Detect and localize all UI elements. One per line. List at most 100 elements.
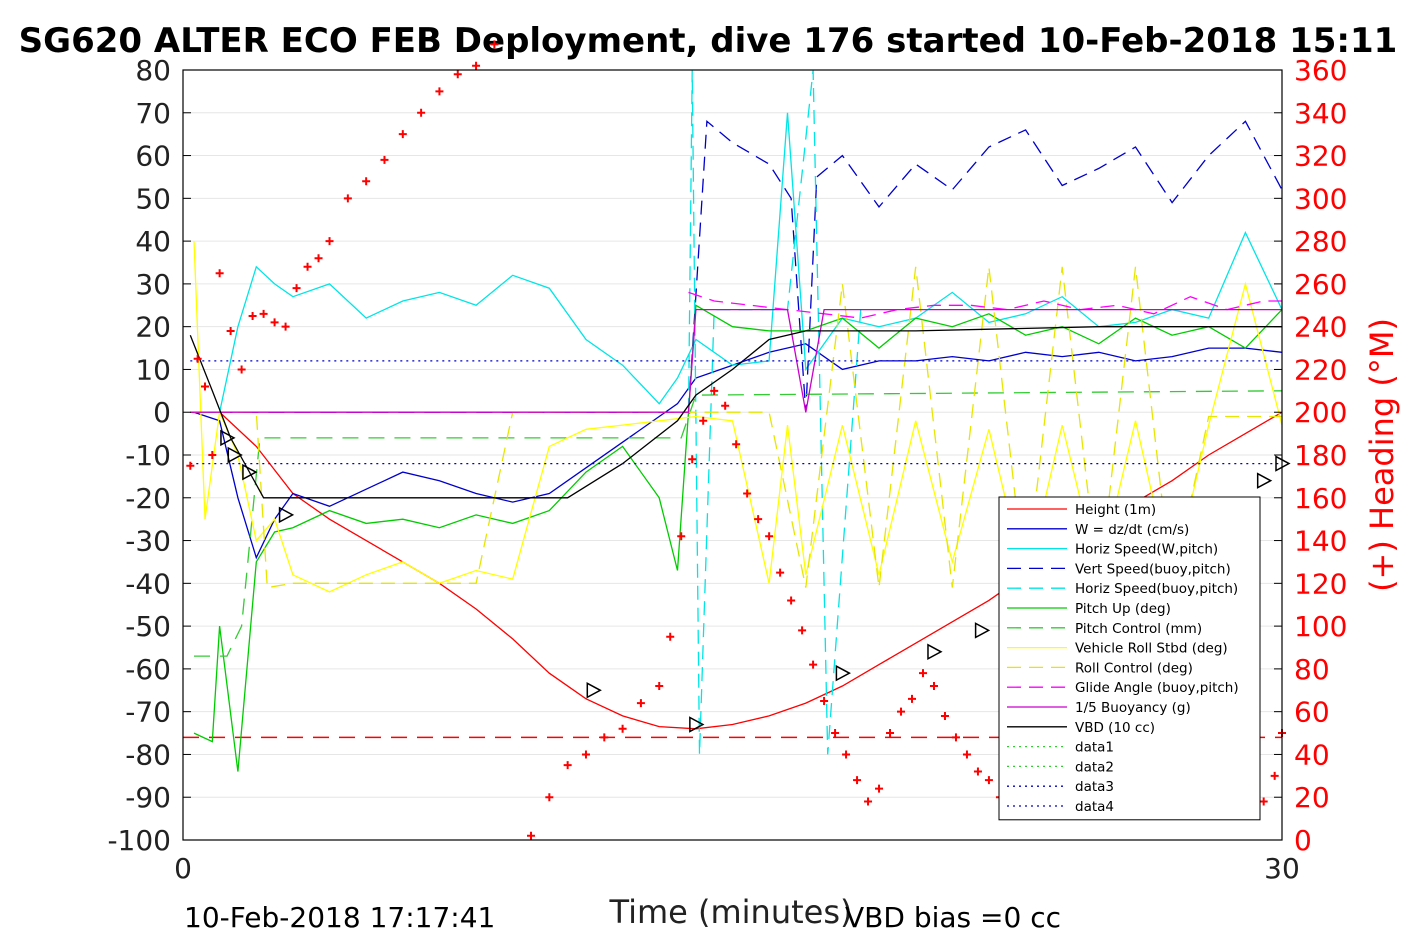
series-line [190, 308, 1282, 413]
x-tick-label: 30 [1264, 852, 1300, 885]
legend-label: W = dz/dt (cm/s) [1075, 522, 1189, 538]
heading-point [636, 699, 645, 708]
y-tick-label: 70 [135, 97, 171, 130]
heading-point [754, 515, 763, 524]
y2-axis-label: (+) Heading (°M) [1363, 318, 1401, 592]
triangle-marker [220, 429, 236, 447]
heading-point [398, 130, 407, 139]
heading-point [193, 354, 202, 363]
heading-point [490, 40, 499, 49]
y2-axis-ticks: 3603403203002802602402202001801601401201… [1274, 54, 1347, 857]
heading-point [677, 532, 686, 541]
y2-tick-label: 320 [1294, 140, 1347, 173]
legend-label: data2 [1075, 759, 1114, 775]
y2-tick-label: 240 [1294, 311, 1347, 344]
chart-title: SG620 ALTER ECO FEB Deployment, dive 176… [19, 21, 1398, 61]
heading-point [281, 322, 290, 331]
legend-label: Vert Speed(buoy,pitch) [1075, 561, 1231, 577]
y-tick-label: 10 [135, 353, 171, 386]
heading-point [929, 682, 938, 690]
triangle-marker [242, 463, 258, 481]
heading-point [743, 489, 752, 498]
y2-tick-label: 180 [1294, 439, 1347, 472]
series-line [193, 241, 1283, 593]
heading-point [343, 194, 352, 203]
legend-label: Horiz Speed(W,pitch) [1075, 542, 1218, 558]
y2-tick-label: 220 [1294, 353, 1347, 386]
heading-point [809, 660, 818, 669]
heading-point [303, 262, 312, 271]
heading-point [362, 177, 371, 186]
y2-tick-label: 200 [1294, 396, 1347, 429]
x-axis-label: Time (minutes) [609, 893, 853, 931]
y2-tick-label: 300 [1294, 182, 1347, 215]
heading-point [417, 108, 426, 117]
legend-label: Height (1m) [1075, 502, 1156, 518]
y-tick-label: -60 [125, 653, 171, 686]
heading-point [732, 440, 741, 449]
heading-point [563, 761, 572, 770]
y2-tick-label: 120 [1294, 567, 1347, 600]
heading-point [380, 155, 389, 164]
footer-timestamp: 10-Feb-2018 17:17:41 [184, 901, 495, 934]
heading-point [472, 61, 481, 70]
y2-tick-label: 100 [1294, 610, 1347, 643]
triangle-marker [927, 643, 943, 661]
heading-point [618, 724, 627, 733]
heading-point [259, 309, 268, 318]
heading-point [581, 750, 590, 759]
heading-point [688, 455, 697, 464]
y-tick-label: 50 [135, 182, 171, 215]
heading-point [951, 733, 960, 742]
legend-label: data1 [1075, 740, 1114, 756]
legend-label: 1/5 Buoyancy (g) [1075, 700, 1191, 716]
y-tick-label: -30 [125, 525, 171, 558]
heading-point [200, 382, 209, 391]
legend-label: Vehicle Roll Stbd (deg) [1075, 641, 1228, 657]
heading-point [820, 696, 829, 705]
heading-point [292, 284, 301, 293]
series-line [194, 112, 1283, 413]
y2-tick-label: 260 [1294, 268, 1347, 301]
heading-point [721, 401, 730, 410]
heading-point [314, 254, 323, 263]
y-axis-ticks: 80 70 60 50 40 30 20 10 0 -10 -20 -30 -40 -50 -60 -70 -8… [107, 54, 191, 857]
triangle-marker [278, 506, 295, 524]
footer-vbd-bias: VBD bias =0 cc [845, 901, 1061, 934]
heading-point [226, 326, 235, 335]
triangle-marker [835, 664, 851, 682]
heading-point [973, 767, 982, 776]
series-line [194, 266, 1282, 589]
y2-tick-label: 60 [1294, 696, 1330, 729]
heading-point [237, 365, 246, 374]
y2-tick-label: 360 [1294, 54, 1347, 87]
legend-label: data4 [1075, 799, 1114, 815]
heading-point [853, 776, 862, 785]
legend-label: Glide Angle (buoy,pitch) [1075, 680, 1239, 696]
triangle-marker [1256, 472, 1273, 489]
heading-point [776, 568, 785, 577]
heading-point [962, 750, 971, 759]
heading-point [886, 729, 895, 738]
heading-point [186, 461, 195, 470]
series-line [193, 304, 1283, 772]
y-tick-label: -20 [125, 482, 171, 515]
heading-point [875, 784, 884, 793]
y-tick-label: 0 [153, 396, 171, 429]
heading-point [897, 707, 906, 716]
legend-label: Pitch Control (mm) [1075, 621, 1202, 637]
series-line [687, 119, 1283, 413]
heading-point [248, 311, 257, 320]
heading-point [984, 776, 993, 785]
legend-label: Roll Control (deg) [1075, 660, 1193, 676]
y2-tick-label: 80 [1294, 653, 1330, 686]
y-tick-label: -50 [125, 610, 171, 643]
heading-point [831, 729, 840, 738]
heading-point [918, 669, 927, 678]
y-tick-label: 60 [135, 140, 171, 173]
heading-point [600, 733, 609, 742]
heading-point [545, 793, 554, 802]
x-tick-label: 0 [174, 852, 192, 885]
y-tick-label: 30 [135, 268, 171, 301]
